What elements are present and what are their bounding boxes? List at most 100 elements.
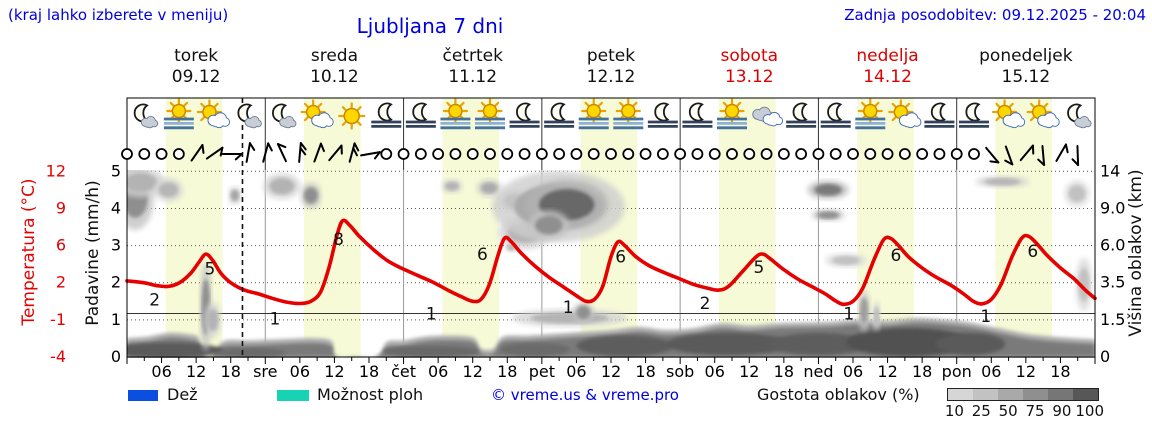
rain-legend-swatch	[128, 390, 158, 401]
svg-text:4: 4	[111, 198, 121, 217]
shade-cell	[1073, 389, 1098, 400]
calm-wind-icon	[933, 148, 946, 160]
shade-cell	[948, 389, 973, 400]
shade-tick: 10	[944, 402, 964, 420]
calm-wind-icon	[414, 148, 427, 160]
svg-text:0: 0	[1100, 347, 1110, 366]
showers-legend-swatch	[277, 390, 309, 401]
wind-barb-icon	[221, 153, 243, 161]
wind-barb-icon	[205, 146, 224, 160]
cloud-layer	[127, 170, 1095, 358]
svg-text:0: 0	[111, 347, 121, 366]
svg-text:12: 12	[186, 362, 206, 381]
wind-barb-icon	[1037, 145, 1046, 166]
calm-wind-icon	[449, 148, 462, 160]
sun-fog-icon	[578, 98, 609, 130]
calm-wind-icon	[535, 148, 548, 160]
calm-wind-icon	[950, 148, 963, 160]
calm-wind-icon	[570, 148, 583, 160]
sun-fog-icon	[855, 98, 886, 130]
svg-text:18: 18	[497, 362, 517, 381]
calm-wind-icon	[172, 148, 185, 160]
day-header-četrtek: četrtek 11.12	[404, 46, 542, 88]
svg-text:1: 1	[426, 305, 437, 325]
shade-cell	[1048, 389, 1073, 400]
calm-wind-icon	[484, 148, 496, 160]
sun-fog-icon	[475, 98, 505, 130]
calm-wind-icon	[397, 148, 410, 160]
moon-fog-icon	[544, 102, 575, 128]
calm-wind-icon	[812, 148, 825, 160]
moon-fog-icon	[371, 102, 402, 128]
day-name: ponedeljek	[979, 46, 1073, 66]
svg-text:pon: pon	[942, 362, 972, 381]
rain-legend-label: Dež	[167, 385, 198, 404]
calm-wind-icon	[847, 148, 859, 160]
svg-text:6.0: 6.0	[1100, 236, 1125, 255]
svg-text:6: 6	[477, 245, 488, 265]
svg-text:-1: -1	[50, 310, 66, 329]
svg-text:18: 18	[774, 362, 794, 381]
day-name: sreda	[310, 46, 358, 66]
day-date: 09.12	[171, 67, 221, 87]
sun-fog-icon	[613, 98, 644, 130]
svg-text:pet: pet	[529, 362, 555, 381]
svg-text:1: 1	[843, 305, 854, 325]
calm-wind-icon	[708, 148, 721, 160]
wind-barb-icon	[1019, 144, 1035, 162]
moon-cloud-icon	[1067, 103, 1092, 129]
moon-fog-icon	[820, 102, 851, 128]
svg-text:12: 12	[46, 161, 66, 180]
svg-text:1.5: 1.5	[1100, 310, 1125, 329]
shade-tick: 100	[1075, 402, 1105, 420]
calm-wind-icon	[656, 148, 669, 160]
wind-barb-icon	[313, 142, 325, 163]
sun-cloud-icon	[1026, 99, 1060, 129]
svg-text:čet: čet	[391, 362, 416, 381]
calm-wind-icon	[916, 148, 929, 160]
showers-legend-label: Možnost ploh	[317, 385, 424, 404]
moon-fog-icon	[509, 102, 540, 128]
svg-text:1: 1	[270, 310, 281, 330]
day-header-torek: torek 09.12	[127, 46, 265, 88]
calm-wind-icon	[138, 148, 151, 160]
day-date: 12.12	[586, 67, 636, 87]
day-name: torek	[174, 46, 219, 66]
svg-text:1: 1	[111, 310, 121, 329]
moon-fog-icon	[786, 102, 817, 128]
day-header-ponedeljek: ponedeljek 15.12	[957, 46, 1095, 88]
calm-wind-icon	[501, 148, 514, 160]
calm-wind-icon	[829, 148, 842, 160]
svg-text:sre: sre	[253, 362, 277, 381]
wind-barb-icon	[985, 146, 1000, 164]
shade-tick: 90	[1052, 402, 1072, 420]
svg-text:12: 12	[1016, 362, 1036, 381]
wind-barb-icon	[1055, 143, 1069, 162]
svg-text:06: 06	[290, 362, 310, 381]
shade-cell	[973, 389, 998, 400]
wind-barb-icon	[1004, 145, 1014, 166]
sun-cloud-icon	[196, 99, 230, 129]
credit-link[interactable]: © vreme.us & vreme.pro	[491, 386, 679, 404]
svg-text:9: 9	[56, 198, 66, 217]
day-date: 14.12	[863, 67, 912, 87]
page-title: Ljubljana 7 dni	[356, 14, 504, 38]
svg-text:5: 5	[754, 258, 765, 278]
cloud-icon	[752, 106, 784, 127]
svg-text:6: 6	[1027, 242, 1038, 262]
cloud-density-scale	[947, 388, 1099, 401]
wind-barb-icon	[262, 142, 273, 163]
day-header-sobota: sobota 13.12	[680, 46, 818, 88]
calm-wind-icon	[466, 148, 479, 160]
sun-fog-icon	[440, 98, 471, 130]
wind-barb-icon	[298, 142, 307, 163]
svg-text:12: 12	[739, 362, 759, 381]
svg-text:14: 14	[1100, 161, 1120, 180]
cloud-density-scale-ticks: 10 25 50 75 90 100	[941, 402, 1104, 420]
svg-text:1: 1	[563, 298, 574, 318]
svg-text:06: 06	[843, 362, 863, 381]
svg-text:sob: sob	[666, 362, 694, 381]
calm-wind-icon	[881, 148, 894, 160]
svg-text:1: 1	[980, 307, 991, 327]
